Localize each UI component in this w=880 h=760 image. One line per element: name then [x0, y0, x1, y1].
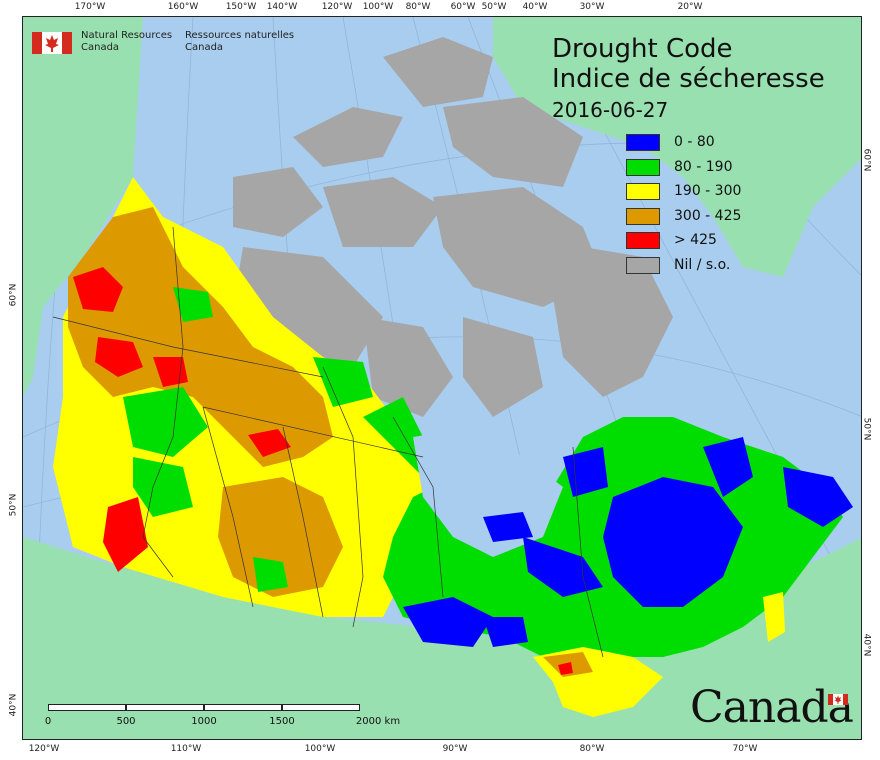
- axis-tick-label: 100°W: [304, 744, 336, 754]
- west-orange: [68, 207, 333, 467]
- axis-tick-label: 120°W: [28, 744, 60, 754]
- map-title: Drought Code Indice de sécheresse 2016-0…: [552, 34, 825, 124]
- agency-en-line1: Natural Resources: [81, 30, 173, 41]
- legend-label: > 425: [674, 232, 717, 248]
- axis-tick-label: 50°W: [481, 2, 507, 12]
- west-red-1: [73, 267, 123, 312]
- legend-swatch: [626, 183, 660, 200]
- axis-tick-label: 40°N: [8, 693, 19, 717]
- legend-swatch: [626, 158, 660, 176]
- axis-tick-label: 80°W: [405, 2, 431, 12]
- axis-tick-label: 100°W: [362, 2, 394, 12]
- wordmark-text: Canada: [690, 682, 854, 733]
- eastern-canada: [363, 397, 853, 717]
- west-red-2: [95, 337, 143, 377]
- quebec-blue: [603, 477, 743, 607]
- map-canvas: [23, 17, 861, 739]
- scale-segment: [48, 704, 126, 711]
- agency-name-fr: Ressources naturelles Canada: [185, 30, 294, 54]
- axis-tick-label: 120°W: [321, 2, 353, 12]
- title-french: Indice de sécheresse: [552, 64, 825, 94]
- scale-label: 1000: [191, 716, 217, 727]
- axis-tick-label: 170°W: [74, 2, 106, 12]
- east-blue-2: [703, 437, 753, 497]
- axis-tick-label: 90°W: [442, 744, 468, 754]
- greenland-land: [493, 17, 861, 277]
- axis-tick-label: 70°W: [732, 744, 758, 754]
- canada-wordmark: Canada: [690, 682, 854, 733]
- axis-tick-label: 150°W: [225, 2, 257, 12]
- legend-swatch: [626, 134, 660, 151]
- scale-label: 0: [44, 716, 52, 727]
- axis-tick-label: 40°N: [861, 633, 872, 657]
- legend-swatch: [626, 232, 660, 249]
- canada-flag-icon: [32, 32, 72, 54]
- legend-label: 300 - 425: [674, 207, 742, 224]
- maritime-yellow: [763, 592, 785, 642]
- scale-label: 2000 km: [355, 716, 401, 727]
- western-canada: [53, 177, 443, 617]
- legend-label: Nil / s.o.: [674, 256, 731, 273]
- west-green-3: [133, 457, 193, 517]
- east-blue-7: [403, 597, 493, 647]
- west-green-2: [173, 287, 213, 322]
- axis-tick-label: 20°W: [677, 2, 703, 12]
- scale-segment: [204, 704, 282, 711]
- axis-tick-label: 50°N: [861, 417, 872, 441]
- legend-label: 80 - 190: [674, 158, 733, 175]
- legend-label: 190 - 300: [674, 183, 742, 199]
- agency-en-line2: Canada: [81, 42, 120, 53]
- axis-tick-label: 110°W: [170, 744, 202, 754]
- axis-tick-label: 40°W: [522, 2, 548, 12]
- east-blue-8: [483, 617, 528, 647]
- scale-segment: [126, 704, 204, 711]
- ontario-red: [558, 662, 573, 675]
- axis-tick-label: 160°W: [167, 2, 199, 12]
- east-blue-5: [483, 512, 533, 542]
- axis-tick-label: 30°W: [579, 2, 605, 12]
- legend-swatch: [626, 256, 660, 274]
- west-green-1: [123, 387, 208, 457]
- axis-tick-label: 50°N: [8, 493, 19, 517]
- agency-fr-line2: Canada: [185, 42, 224, 53]
- axis-tick-label: 60°N: [861, 148, 872, 172]
- agency-name-en: Natural Resources Canada: [81, 30, 172, 54]
- axis-tick-label: 60°N: [8, 283, 19, 307]
- scale-segment: [282, 704, 360, 711]
- central-orange: [218, 477, 343, 597]
- east-blue-6: [523, 537, 603, 597]
- west-red-4: [103, 497, 148, 572]
- axis-tick-label: 140°W: [266, 2, 298, 12]
- map-date: 2016-06-27: [552, 98, 669, 122]
- east-blue-3: [783, 467, 853, 527]
- west-green-4: [313, 357, 373, 407]
- scale-label: 1500: [269, 716, 295, 727]
- legend-swatch: [626, 207, 660, 225]
- drought-code-map[interactable]: [22, 16, 862, 740]
- alaska-land: [23, 17, 143, 397]
- title-english: Drought Code: [552, 34, 733, 64]
- wordmark-flag-icon: [828, 694, 848, 705]
- west-red-5: [248, 429, 291, 457]
- legend-label: 0 - 80: [674, 134, 715, 150]
- west-green-5: [253, 557, 288, 592]
- axis-tick-label: 80°W: [579, 744, 605, 754]
- axis-tick-label: 60°W: [450, 2, 476, 12]
- agency-fr-line1: Ressources naturelles: [185, 30, 295, 41]
- provincial-boundaries: [52, 226, 604, 658]
- scale-label: 500: [116, 716, 136, 727]
